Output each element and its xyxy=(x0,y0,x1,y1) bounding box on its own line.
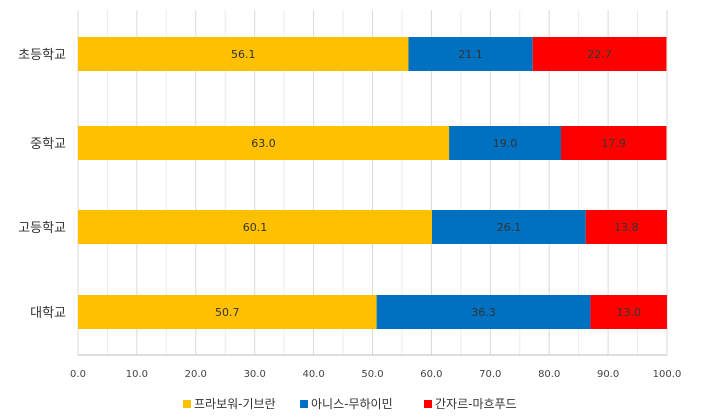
data-label: 60.1 xyxy=(243,221,268,234)
bar-segment xyxy=(590,295,667,329)
legend-label: 아니스-무하이민 xyxy=(311,397,393,411)
x-tick-label: 0.0 xyxy=(70,369,86,380)
category-label: 초등학교 xyxy=(18,48,66,63)
category-label: 고등학교 xyxy=(18,221,66,236)
x-tick-label: 90.0 xyxy=(597,369,619,380)
bar-segment xyxy=(560,126,667,160)
bar-segment xyxy=(78,126,450,160)
data-label: 50.7 xyxy=(215,306,240,319)
legend-swatch xyxy=(183,400,191,408)
data-label: 13.0 xyxy=(616,306,641,319)
x-tick-label: 70.0 xyxy=(479,369,501,380)
x-tick-label: 30.0 xyxy=(244,369,266,380)
legend-swatch xyxy=(300,400,308,408)
legend-label: 프라보워-기브란 xyxy=(194,397,276,411)
data-label: 26.1 xyxy=(497,221,522,234)
x-tick-label: 60.0 xyxy=(420,369,442,380)
legend-swatch xyxy=(424,400,432,408)
bar-segment xyxy=(532,37,667,71)
bar-segment xyxy=(585,210,667,244)
x-tick-label: 100.0 xyxy=(653,369,682,380)
legend-label: 간자르-마흐푸드 xyxy=(435,397,517,411)
data-label: 63.0 xyxy=(251,137,276,150)
x-tick-label: 10.0 xyxy=(126,369,148,380)
data-label: 22.7 xyxy=(587,48,612,61)
bar-segment xyxy=(78,210,432,244)
bar-segment xyxy=(78,37,409,71)
bar-segment xyxy=(376,295,591,329)
category-label: 중학교 xyxy=(30,137,66,152)
x-tick-label: 50.0 xyxy=(361,369,383,380)
data-label: 19.0 xyxy=(493,137,518,150)
bar-segment xyxy=(431,210,586,244)
bar-segment xyxy=(408,37,533,71)
category-label: 대학교 xyxy=(30,306,66,321)
data-label: 21.1 xyxy=(458,48,483,61)
bar-segment xyxy=(78,295,377,329)
data-label: 36.3 xyxy=(471,306,496,319)
data-label: 13.8 xyxy=(614,221,639,234)
data-label: 17.9 xyxy=(601,137,626,150)
x-tick-label: 20.0 xyxy=(185,369,207,380)
data-label: 56.1 xyxy=(231,48,256,61)
x-tick-label: 80.0 xyxy=(538,369,560,380)
bar-segment xyxy=(449,126,561,160)
x-tick-label: 40.0 xyxy=(302,369,324,380)
